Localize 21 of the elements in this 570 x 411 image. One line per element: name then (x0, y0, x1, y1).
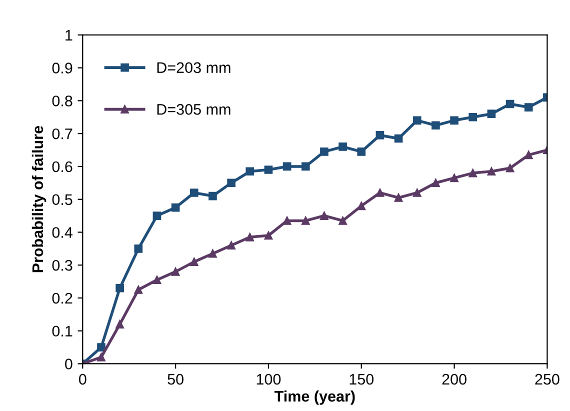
y-tick-label: 0.9 (52, 62, 72, 74)
x-tick-label: 100 (256, 374, 281, 385)
y-tick-label: 0.1 (52, 326, 72, 337)
y-tick-label: 0.4 (52, 227, 72, 238)
x-axis-title: Time (year) (274, 390, 355, 405)
y-tick-label: 0.2 (52, 292, 72, 304)
y-tick-label: 0.7 (52, 128, 72, 140)
y-tick-label: 0.3 (52, 260, 72, 271)
y-tick-label: 0.5 (52, 194, 72, 206)
legend-label: D=305 mm (157, 104, 230, 115)
y-tick-label: 0.8 (52, 96, 72, 106)
x-tick-label: 250 (535, 374, 560, 385)
y-tick-label: 0 (65, 358, 72, 370)
x-tick-label: 200 (442, 374, 466, 385)
x-tick-label: 50 (168, 374, 184, 385)
y-tick-label: 0.6 (52, 161, 72, 172)
legend-label: D=203 mm (157, 62, 230, 74)
x-tick-label: 0 (79, 374, 86, 385)
y-axis-title: Probability of failure (32, 126, 46, 272)
x-tick-label: 150 (350, 374, 374, 385)
y-tick-label: 1 (66, 30, 72, 40)
